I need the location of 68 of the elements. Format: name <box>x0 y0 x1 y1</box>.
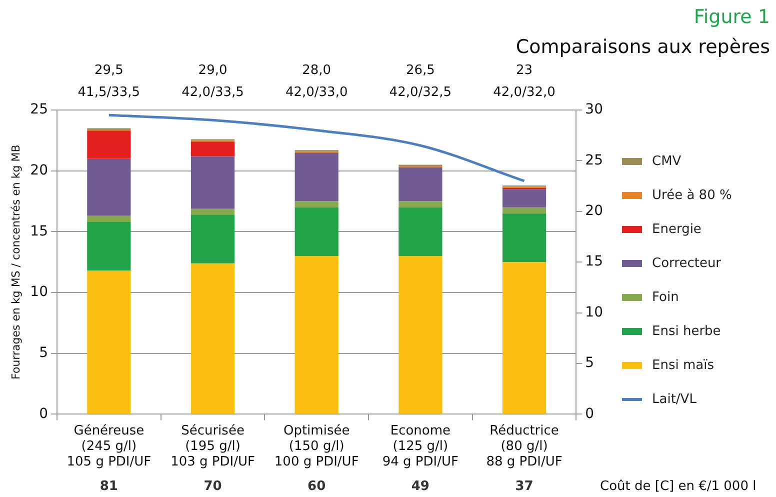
text: 42,0/33,0 <box>285 85 348 100</box>
x-tick-label: Econome (125 g/l) 94 g PDI/UF <box>382 423 458 470</box>
bar <box>398 201 442 208</box>
y2-tick-label: 25 <box>585 152 604 168</box>
data-label: 29,5 <box>94 63 124 78</box>
legend-label: Ensi herbe <box>652 324 721 338</box>
y2-tick-label: 20 <box>585 203 604 220</box>
legend-label: Lait/VL <box>652 392 696 406</box>
bar <box>190 214 235 264</box>
text: 42,0/32,5 <box>389 85 452 100</box>
y-tick-label: 15 <box>30 223 48 240</box>
legend-label: Correcteur <box>652 256 722 270</box>
y2-tick-label: 5 <box>585 355 594 372</box>
bar <box>294 152 338 202</box>
x-tick-label: Réductrice (80 g/l) 88 g PDI/UF <box>486 423 562 470</box>
bar <box>294 201 338 208</box>
y2-tick-label: 15 <box>585 254 604 270</box>
bar <box>398 167 442 202</box>
text: Figure 1 <box>694 6 770 28</box>
bar <box>190 208 235 215</box>
legend-label: Urée à 80 % <box>652 188 732 202</box>
data-label: 28,0 <box>302 63 332 78</box>
y-tick-label: 5 <box>39 345 48 361</box>
bar <box>294 256 338 414</box>
text: 49 <box>411 479 430 494</box>
data-label: 29,0 <box>198 63 228 78</box>
bar <box>294 207 338 256</box>
bar <box>502 262 546 414</box>
legend-label: Ensi maïs <box>652 358 714 372</box>
y-tick-label: 10 <box>30 284 48 300</box>
legend-label: CMV <box>652 154 682 168</box>
y2-tick-label: 0 <box>585 406 594 422</box>
legend-label: Foin <box>652 290 679 304</box>
bar <box>87 270 131 414</box>
text: 41,5/33,5 <box>78 85 140 100</box>
line-series <box>108 114 526 182</box>
bar <box>398 256 442 414</box>
bar <box>190 263 235 414</box>
legend-label: Energie <box>652 222 702 236</box>
text: 42,0/32,0 <box>493 85 556 100</box>
y-tick-label: 25 <box>30 102 48 118</box>
bar <box>398 207 442 256</box>
text: 81 <box>100 479 118 494</box>
y2-tick-label: 30 <box>585 102 604 118</box>
y-tick-label: 0 <box>39 406 48 422</box>
text: 60 <box>308 479 326 494</box>
bar <box>502 207 546 214</box>
text: Comparaisons aux repères <box>516 36 770 58</box>
bar <box>87 216 131 222</box>
data-label: 26,5 <box>406 63 435 78</box>
y-axis-title: Fourrages en kg MS / concentrés en kg MB <box>9 144 22 380</box>
y2-tick-label: 10 <box>585 304 604 320</box>
text: 37 <box>515 479 534 494</box>
text: Coût de [C] en €/1 000 l <box>600 479 756 494</box>
x-tick-label: Sécurisée (195 g/l) 103 g PDI/UF <box>170 423 255 470</box>
bar <box>502 189 546 208</box>
text: 42,0/33,5 <box>182 85 244 100</box>
x-tick-label: Optimisée (150 g/l) 100 g PDI/UF <box>274 423 359 470</box>
bar <box>87 158 131 216</box>
bar <box>87 222 131 271</box>
text: 70 <box>204 479 222 494</box>
x-tick-label: Généreuse (245 g/l) 105 g PDI/UF <box>66 423 152 470</box>
bar <box>502 213 546 262</box>
data-label: 23 <box>516 63 533 78</box>
bar <box>87 130 131 159</box>
bar <box>190 142 235 156</box>
bar <box>190 156 235 209</box>
y-tick-label: 20 <box>30 162 48 178</box>
